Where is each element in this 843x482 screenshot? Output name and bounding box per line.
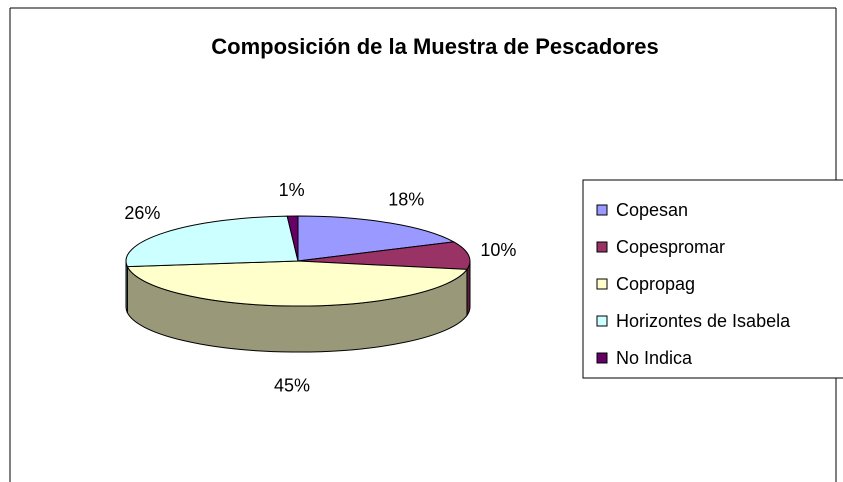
- data-label: 1%: [279, 180, 305, 200]
- legend-swatch: [596, 241, 608, 253]
- legend-label: Copesan: [616, 200, 688, 220]
- legend-label: Copespromar: [616, 237, 725, 257]
- legend-swatch: [596, 315, 608, 327]
- legend-box: [582, 179, 843, 379]
- legend-swatch: [596, 278, 608, 290]
- slice: [125, 215, 299, 268]
- data-label: 26%: [124, 203, 160, 223]
- data-label: 18%: [388, 189, 424, 209]
- legend-swatch: [596, 204, 608, 216]
- slice-side: [125, 260, 128, 313]
- legend-swatch: [596, 352, 608, 364]
- data-label: 45%: [274, 376, 310, 396]
- legend-label: Horizontes de Isabela: [616, 311, 791, 331]
- legend-label: No Indica: [616, 348, 693, 368]
- slice: [126, 260, 468, 307]
- slice: [286, 215, 299, 262]
- slice: [297, 215, 456, 262]
- chart-title: Composición de la Muestra de Pescadores: [211, 34, 658, 59]
- data-label: 10%: [480, 240, 516, 260]
- legend-label: Copropag: [616, 274, 695, 294]
- slice: [297, 241, 471, 270]
